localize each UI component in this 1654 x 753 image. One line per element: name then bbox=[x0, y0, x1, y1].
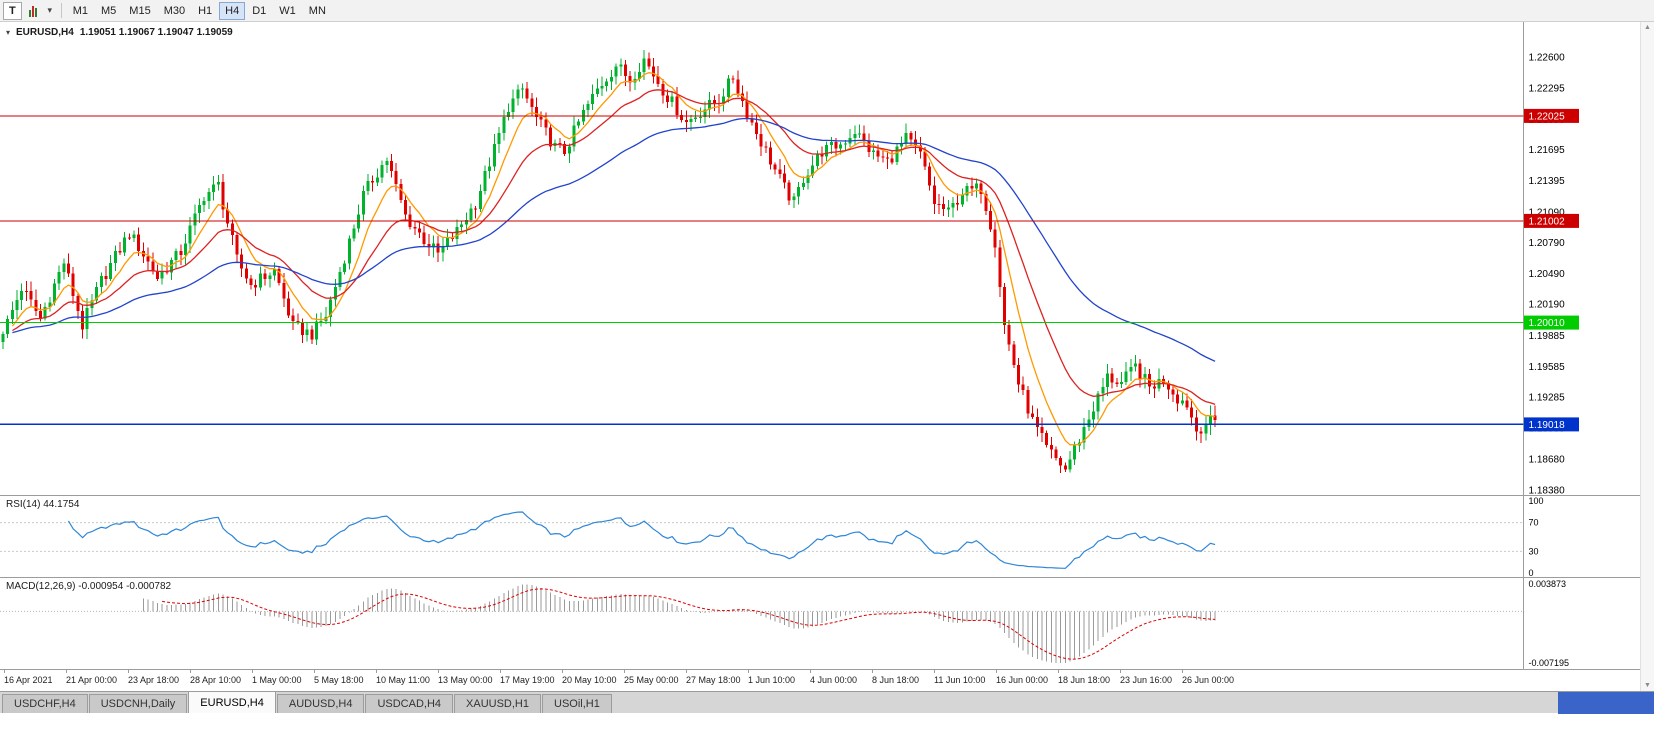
svg-text:11 Jun 10:00: 11 Jun 10:00 bbox=[934, 675, 985, 685]
svg-text:1.21395: 1.21395 bbox=[1529, 176, 1566, 187]
timeframe-w1-button[interactable]: W1 bbox=[273, 2, 302, 20]
tab-eurusd-h4[interactable]: EURUSD,H4 bbox=[188, 691, 276, 713]
candlestick-chart-icon bbox=[28, 5, 37, 17]
svg-text:1.20010: 1.20010 bbox=[1529, 318, 1566, 329]
timeframe-m1-button[interactable]: M1 bbox=[67, 2, 94, 20]
svg-text:16 Apr 2021: 16 Apr 2021 bbox=[4, 675, 53, 685]
svg-text:1.18380: 1.18380 bbox=[1529, 485, 1566, 496]
price-chart-canvas[interactable]: 1.226001.222951.219901.216951.213951.210… bbox=[0, 0, 1654, 691]
timeframe-m30-button[interactable]: M30 bbox=[158, 2, 191, 20]
vertical-scrollbar[interactable]: ▲ ▼ bbox=[1640, 22, 1654, 691]
tab-usoil-h1[interactable]: USOil,H1 bbox=[542, 694, 612, 713]
ohlc-values: 1.19051 1.19067 1.19047 1.19059 bbox=[79, 27, 233, 38]
templates-button[interactable]: T bbox=[3, 1, 22, 20]
svg-text:13 May 00:00: 13 May 00:00 bbox=[438, 675, 493, 685]
svg-text:1.19885: 1.19885 bbox=[1529, 331, 1566, 342]
svg-text:1.22600: 1.22600 bbox=[1529, 52, 1566, 63]
timeframe-mn-button[interactable]: MN bbox=[303, 2, 332, 20]
chart-type-button[interactable] bbox=[23, 2, 43, 20]
svg-text:1.21090: 1.21090 bbox=[1529, 207, 1566, 218]
svg-text:27 May 18:00: 27 May 18:00 bbox=[686, 675, 741, 685]
svg-text:8 Jun 18:00: 8 Jun 18:00 bbox=[872, 675, 919, 685]
toolbar-separator bbox=[60, 3, 62, 18]
timeframe-m5-button[interactable]: M5 bbox=[95, 2, 122, 20]
svg-text:100: 100 bbox=[1529, 496, 1544, 506]
svg-text:1.18680: 1.18680 bbox=[1529, 455, 1566, 466]
tab-usdcnh-daily[interactable]: USDCNH,Daily bbox=[88, 694, 188, 713]
symbol-name: EURUSD,H4 bbox=[16, 27, 74, 38]
bottom-right-blue-region bbox=[1558, 692, 1654, 714]
svg-text:1 Jun 10:00: 1 Jun 10:00 bbox=[748, 675, 795, 685]
svg-text:16 Jun 00:00: 16 Jun 00:00 bbox=[996, 675, 1048, 685]
svg-text:1.22295: 1.22295 bbox=[1529, 84, 1566, 95]
svg-text:10 May 11:00: 10 May 11:00 bbox=[376, 675, 430, 685]
svg-text:1.20490: 1.20490 bbox=[1529, 269, 1566, 280]
svg-text:21 Apr 00:00: 21 Apr 00:00 bbox=[66, 675, 117, 685]
svg-text:25 May 00:00: 25 May 00:00 bbox=[624, 675, 679, 685]
svg-text:1.21695: 1.21695 bbox=[1529, 145, 1566, 156]
svg-text:5 May 18:00: 5 May 18:00 bbox=[314, 675, 364, 685]
chart-tab-bar: USDCHF,H4 USDCNH,Daily EURUSD,H4 AUDUSD,… bbox=[0, 691, 1654, 714]
svg-text:18 Jun 18:00: 18 Jun 18:00 bbox=[1058, 675, 1110, 685]
chart-area[interactable]: 1.226001.222951.219901.216951.213951.210… bbox=[0, 0, 1654, 691]
svg-text:0.003873: 0.003873 bbox=[1529, 579, 1567, 589]
svg-text:1.22025: 1.22025 bbox=[1529, 111, 1566, 122]
svg-text:1.21002: 1.21002 bbox=[1529, 216, 1566, 227]
scroll-down-arrow-icon[interactable]: ▼ bbox=[1644, 682, 1651, 689]
svg-text:-0.007195: -0.007195 bbox=[1529, 658, 1570, 668]
rsi-indicator-label: RSI(14) 44.1754 bbox=[6, 499, 80, 510]
svg-text:23 Jun 16:00: 23 Jun 16:00 bbox=[1120, 675, 1172, 685]
timeframe-h1-button[interactable]: H1 bbox=[192, 2, 218, 20]
svg-text:17 May 19:00: 17 May 19:00 bbox=[500, 675, 555, 685]
svg-text:30: 30 bbox=[1529, 546, 1539, 556]
top-toolbar: T ▾ M1 M5 M15 M30 H1 H4 D1 W1 MN bbox=[0, 0, 1654, 22]
tab-usdchf-h4[interactable]: USDCHF,H4 bbox=[2, 694, 88, 713]
triangle-down-icon: ▾ bbox=[6, 28, 11, 37]
svg-text:1 May 00:00: 1 May 00:00 bbox=[252, 675, 302, 685]
timeframe-d1-button[interactable]: D1 bbox=[246, 2, 272, 20]
svg-text:1.20790: 1.20790 bbox=[1529, 238, 1566, 249]
svg-text:26 Jun 00:00: 26 Jun 00:00 bbox=[1182, 675, 1234, 685]
tab-audusd-h4[interactable]: AUDUSD,H4 bbox=[276, 694, 365, 713]
svg-text:70: 70 bbox=[1529, 518, 1539, 528]
tab-xauusd-h1[interactable]: XAUUSD,H1 bbox=[454, 694, 541, 713]
svg-text:1.20190: 1.20190 bbox=[1529, 300, 1566, 311]
symbol-ohlc-label: ▾ EURUSD,H4 1.19051 1.19067 1.19047 1.19… bbox=[6, 27, 233, 38]
svg-text:1.19285: 1.19285 bbox=[1529, 393, 1566, 404]
svg-text:23 Apr 18:00: 23 Apr 18:00 bbox=[128, 675, 179, 685]
chart-type-dropdown-arrow-icon[interactable]: ▾ bbox=[44, 2, 56, 20]
scroll-up-arrow-icon[interactable]: ▲ bbox=[1644, 24, 1651, 31]
tab-usdcad-h4[interactable]: USDCAD,H4 bbox=[365, 694, 454, 713]
macd-indicator-label: MACD(12,26,9) -0.000954 -0.000782 bbox=[6, 581, 172, 592]
timeframe-m15-button[interactable]: M15 bbox=[123, 2, 156, 20]
svg-text:1.19018: 1.19018 bbox=[1529, 420, 1566, 431]
svg-text:28 Apr 10:00: 28 Apr 10:00 bbox=[190, 675, 241, 685]
svg-text:4 Jun 00:00: 4 Jun 00:00 bbox=[810, 675, 857, 685]
svg-text:0: 0 bbox=[1529, 568, 1534, 578]
svg-text:20 May 10:00: 20 May 10:00 bbox=[562, 675, 617, 685]
timeframe-h4-button[interactable]: H4 bbox=[219, 1, 246, 20]
svg-text:1.19585: 1.19585 bbox=[1529, 362, 1566, 373]
